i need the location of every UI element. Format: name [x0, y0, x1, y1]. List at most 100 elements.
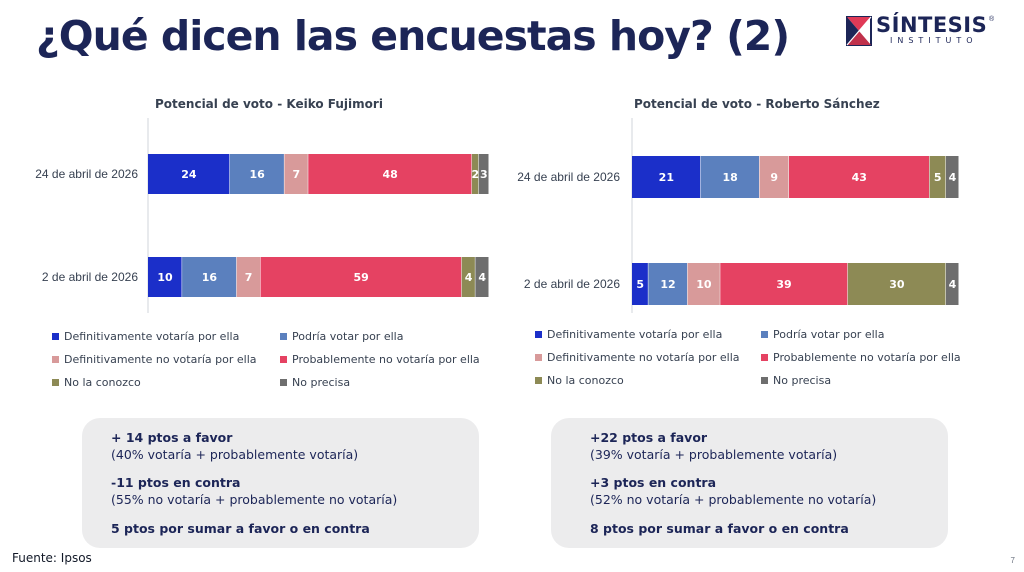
category-label: 24 de abril de 2026	[35, 167, 138, 181]
legend-item: No la conozco	[52, 376, 141, 389]
bar-segment	[284, 154, 309, 194]
legend-item: Definitivamente no votaría por ella	[535, 351, 740, 364]
bar-segment	[945, 156, 959, 198]
logo-registered-mark: ®	[989, 16, 995, 23]
summary-box-keiko: + 14 ptos a favor (40% votaría + probabl…	[82, 418, 479, 548]
legend-label: Definitivamente votaría por ella	[64, 330, 240, 343]
data-label: 5	[636, 278, 644, 291]
data-label: 12	[660, 278, 675, 291]
bar-segment	[478, 154, 489, 194]
legend-swatch	[52, 379, 59, 386]
data-label: 4	[478, 271, 486, 284]
bar-segment	[648, 263, 688, 305]
legend-label: Definitivamente votaría por ella	[547, 328, 723, 341]
bar-segment	[229, 154, 285, 194]
legend-swatch	[535, 354, 542, 361]
summary-box-sanchez: +22 ptos a favor (39% votaría + probable…	[551, 418, 948, 548]
data-label: 2	[472, 168, 480, 181]
legend-label: Podría votar por ella	[773, 328, 885, 341]
bar-segment	[632, 263, 649, 305]
legend-item: Definitivamente votaría por ella	[535, 328, 722, 341]
legend-label: Probablemente no votaría por ella	[292, 353, 480, 366]
legend-swatch	[761, 354, 768, 361]
bar-segment	[720, 263, 848, 305]
legend-keiko: Definitivamente votaría por ella Podría v…	[52, 330, 492, 400]
contra-detail: (52% no votaría + probablemente no votar…	[590, 492, 877, 507]
contra-points: -11 ptos en contra	[111, 475, 241, 490]
sintesis-logo: SÍNTESIS ® INSTITUTO	[846, 13, 996, 50]
category-label: 2 de abril de 2026	[42, 270, 138, 284]
bar-segment	[260, 257, 462, 297]
logo-mark-icon	[846, 16, 872, 46]
legend-swatch	[761, 377, 768, 384]
data-label: 3	[480, 168, 488, 181]
remaining-points: 5 ptos por sumar a favor o en contra	[111, 521, 370, 536]
bar-segment	[759, 156, 789, 198]
data-label: 5	[934, 171, 942, 184]
legend-label: Probablemente no votaría por ella	[773, 351, 961, 364]
bar-segment	[687, 263, 721, 305]
legend-label: Definitivamente no votaría por ella	[547, 351, 740, 364]
favor-detail: (39% votaría + probablemente votaría)	[590, 447, 838, 462]
data-label: 4	[465, 271, 473, 284]
logo-name: SÍNTESIS	[876, 13, 988, 37]
bar-segment	[929, 156, 946, 198]
chart-title-sanchez: Potencial de voto - Roberto Sánchez	[634, 97, 880, 111]
legend-label: No la conozco	[547, 374, 624, 387]
bar-segment	[471, 154, 479, 194]
favor-points: +22 ptos a favor	[590, 430, 708, 445]
data-label: 10	[696, 278, 712, 291]
legend-item: Podría votar por ella	[761, 328, 884, 341]
legend-swatch	[535, 377, 542, 384]
legend-item: No precisa	[761, 374, 831, 387]
legend-label: No precisa	[773, 374, 832, 387]
legend-item: Probablemente no votaría por ella	[761, 351, 961, 364]
legend-label: Definitivamente no votaría por ella	[64, 353, 257, 366]
favor-detail: (40% votaría + probablemente votaría)	[111, 447, 359, 462]
legend-sanchez: Definitivamente votaría por ella Podría v…	[535, 328, 975, 398]
data-label: 18	[722, 171, 737, 184]
legend-item: Definitivamente no votaría por ella	[52, 353, 257, 366]
legend-item: No precisa	[280, 376, 350, 389]
data-label: 16	[202, 271, 218, 284]
legend-swatch	[535, 331, 542, 338]
source-note: Fuente: Ipsos	[12, 551, 92, 565]
data-label: 21	[659, 171, 674, 184]
legend-swatch	[52, 356, 59, 363]
page-number: 7	[1010, 556, 1015, 565]
bar-segment	[632, 156, 701, 198]
legend-label: No precisa	[292, 376, 351, 389]
legend-label: Podría votar por ella	[292, 330, 404, 343]
data-label: 24	[181, 168, 197, 181]
bar-segment	[148, 154, 230, 194]
chart-title-keiko: Potencial de voto - Keiko Fujimori	[155, 97, 383, 111]
data-label: 39	[776, 278, 791, 291]
legend-swatch	[280, 356, 287, 363]
bar-segment	[847, 263, 946, 305]
bar-segment	[148, 257, 183, 297]
category-label: 2 de abril de 2026	[524, 277, 620, 291]
remaining-points: 8 ptos por sumar a favor o en contra	[590, 521, 849, 536]
contra-detail: (55% no votaría + probablemente no votar…	[111, 492, 398, 507]
bar-segment	[788, 156, 930, 198]
data-label: 43	[852, 171, 867, 184]
legend-swatch	[52, 333, 59, 340]
data-label: 48	[382, 168, 397, 181]
legend-item: No la conozco	[535, 374, 624, 387]
data-label: 4	[949, 278, 957, 291]
data-label: 16	[249, 168, 265, 181]
legend-item: Podría votar por ella	[280, 330, 403, 343]
bar-segment	[945, 263, 959, 305]
legend-swatch	[280, 333, 287, 340]
bar-segment	[236, 257, 261, 297]
bar-segment	[182, 257, 237, 297]
category-label: 24 de abril de 2026	[517, 170, 620, 184]
legend-label: No la conozco	[64, 376, 141, 389]
bar-segment	[461, 257, 476, 297]
data-label: 7	[293, 168, 301, 181]
logo-subtitle: INSTITUTO	[890, 36, 978, 45]
stacked-bar-chart-sanchez: 24 de abril de 2026 21 18 9 43 5 42 de abril d…	[517, 118, 960, 313]
legend-swatch	[280, 379, 287, 386]
contra-points: +3 ptos en contra	[590, 475, 717, 490]
data-label: 59	[353, 271, 368, 284]
